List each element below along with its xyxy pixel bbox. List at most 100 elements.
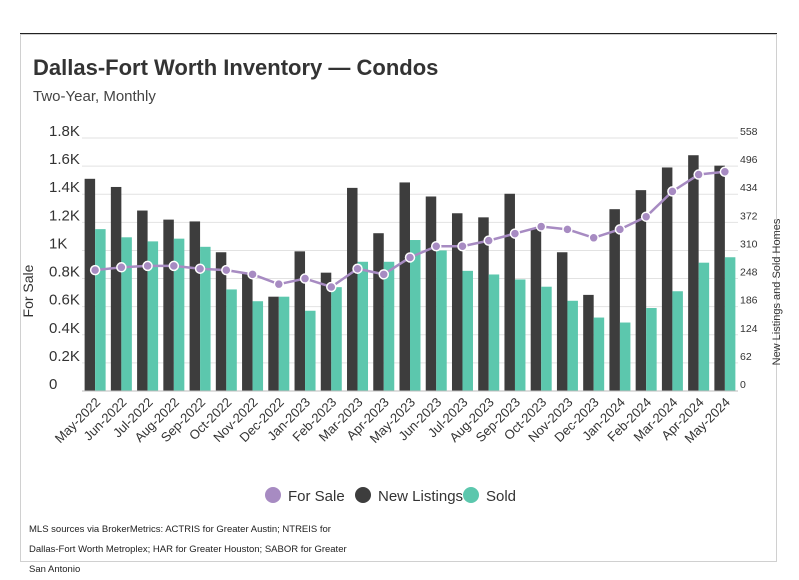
legend: For Sale New Listings Sold [265,487,516,505]
for-sale-point [378,269,390,280]
bar-sold [357,261,369,391]
bar-new-listings [635,190,647,391]
bar-new-listings [478,217,489,391]
chart-title: Dallas-Fort Worth Inventory — Condos [33,55,439,80]
bar-new-listings [661,167,673,391]
bar-new-listings [530,228,542,391]
for-sale-point [535,221,547,232]
bar-sold [646,308,657,391]
bar-sold [147,241,159,391]
right-tick-label: 0 [740,379,746,391]
right-tick-label: 124 [740,323,758,335]
for-sale-point [693,169,704,180]
bar-sold [410,240,421,391]
bar-new-listings [583,294,594,391]
bar-new-listings [714,165,725,391]
for-sale-point [640,211,652,222]
legend-swatch [463,487,479,503]
for-sale-point [273,278,285,290]
right-tick-label: 372 [740,210,758,222]
bar-sold [95,229,106,391]
bar-new-listings [556,252,568,391]
bar-new-listings [163,219,174,391]
for-sale-point [667,186,678,197]
for-sale-point [404,252,416,263]
bar-new-listings [268,296,279,391]
for-sale-point [719,166,731,177]
bar-new-listings [320,272,332,391]
for-sale-point [562,224,573,235]
bar-sold [567,300,578,391]
for-sale-point [194,263,206,274]
right-tick-label: 558 [740,126,758,138]
right-axis-title: New Listings and Sold Homes [771,218,783,365]
for-sale-point [116,262,127,273]
for-sale-point [89,264,101,276]
right-tick-label: 496 [740,154,758,166]
bar-new-listings [137,210,148,391]
bar-new-listings [189,221,201,391]
bar-sold [541,286,552,391]
left-tick-label: 0.2K [49,348,80,365]
left-tick-label: 0 [49,376,57,393]
bar-new-listings [609,209,620,391]
bars [84,155,736,391]
legend-swatch [265,487,281,503]
left-tick-label: 1.8K [49,123,80,140]
left-tick-label: 1K [49,235,67,252]
left-tick-label: 1.6K [49,151,80,168]
left-tick-label: 0.8K [49,264,80,281]
left-tick-label: 0.6K [49,292,80,309]
for-sale-point [247,269,258,280]
bar-sold [252,301,264,391]
bar-sold [121,237,132,391]
bar-new-listings [347,187,358,391]
legend-swatch [355,487,371,503]
chart-subtitle: Two-Year, Monthly [33,88,156,105]
source-note: MLS sources via BrokerMetrics: ACTRIS fo… [29,524,347,575]
bar-new-listings [504,193,515,391]
for-sale-point [457,240,468,252]
bar-sold [462,270,473,391]
for-sale-point [299,273,311,284]
for-sale-point [614,224,626,235]
bar-new-listings [242,274,253,391]
bar-sold [305,310,316,391]
right-tick-label: 186 [740,295,758,307]
bar-sold [593,317,605,391]
bar-sold [724,257,736,391]
legend-label: Sold [486,488,516,505]
for-sale-point [168,260,180,272]
for-sale-point [352,263,363,274]
bar-sold [226,289,237,391]
bar-sold [698,262,710,391]
left-tick-label: 0.4K [49,320,80,337]
bar-sold [383,261,395,391]
bar-new-listings [688,155,699,391]
for-sale-line [89,166,731,293]
right-tick-label: 248 [740,267,758,279]
bar-sold [278,296,290,391]
for-sale-point [142,260,153,272]
bar-sold [436,250,447,391]
right-tick-label: 310 [740,238,758,250]
bar-new-listings [294,251,306,391]
for-sale-point [326,281,337,293]
bar-sold [200,246,211,391]
bar-new-listings [399,182,410,391]
bar-new-listings [373,233,384,391]
for-sale-point [588,232,599,244]
left-axis-title: For Sale [20,264,36,317]
bar-new-listings [215,252,227,391]
left-tick-label: 1.4K [49,179,80,196]
for-sale-point [221,264,232,276]
legend-label: New Listings [378,488,463,505]
bar-new-listings [425,196,437,391]
for-sale-point [483,235,494,246]
left-tick-label: 1.2K [49,207,80,224]
bar-sold [514,279,526,391]
bar-sold [619,322,631,391]
bar-new-listings [84,178,96,391]
for-sale-point [509,228,521,239]
